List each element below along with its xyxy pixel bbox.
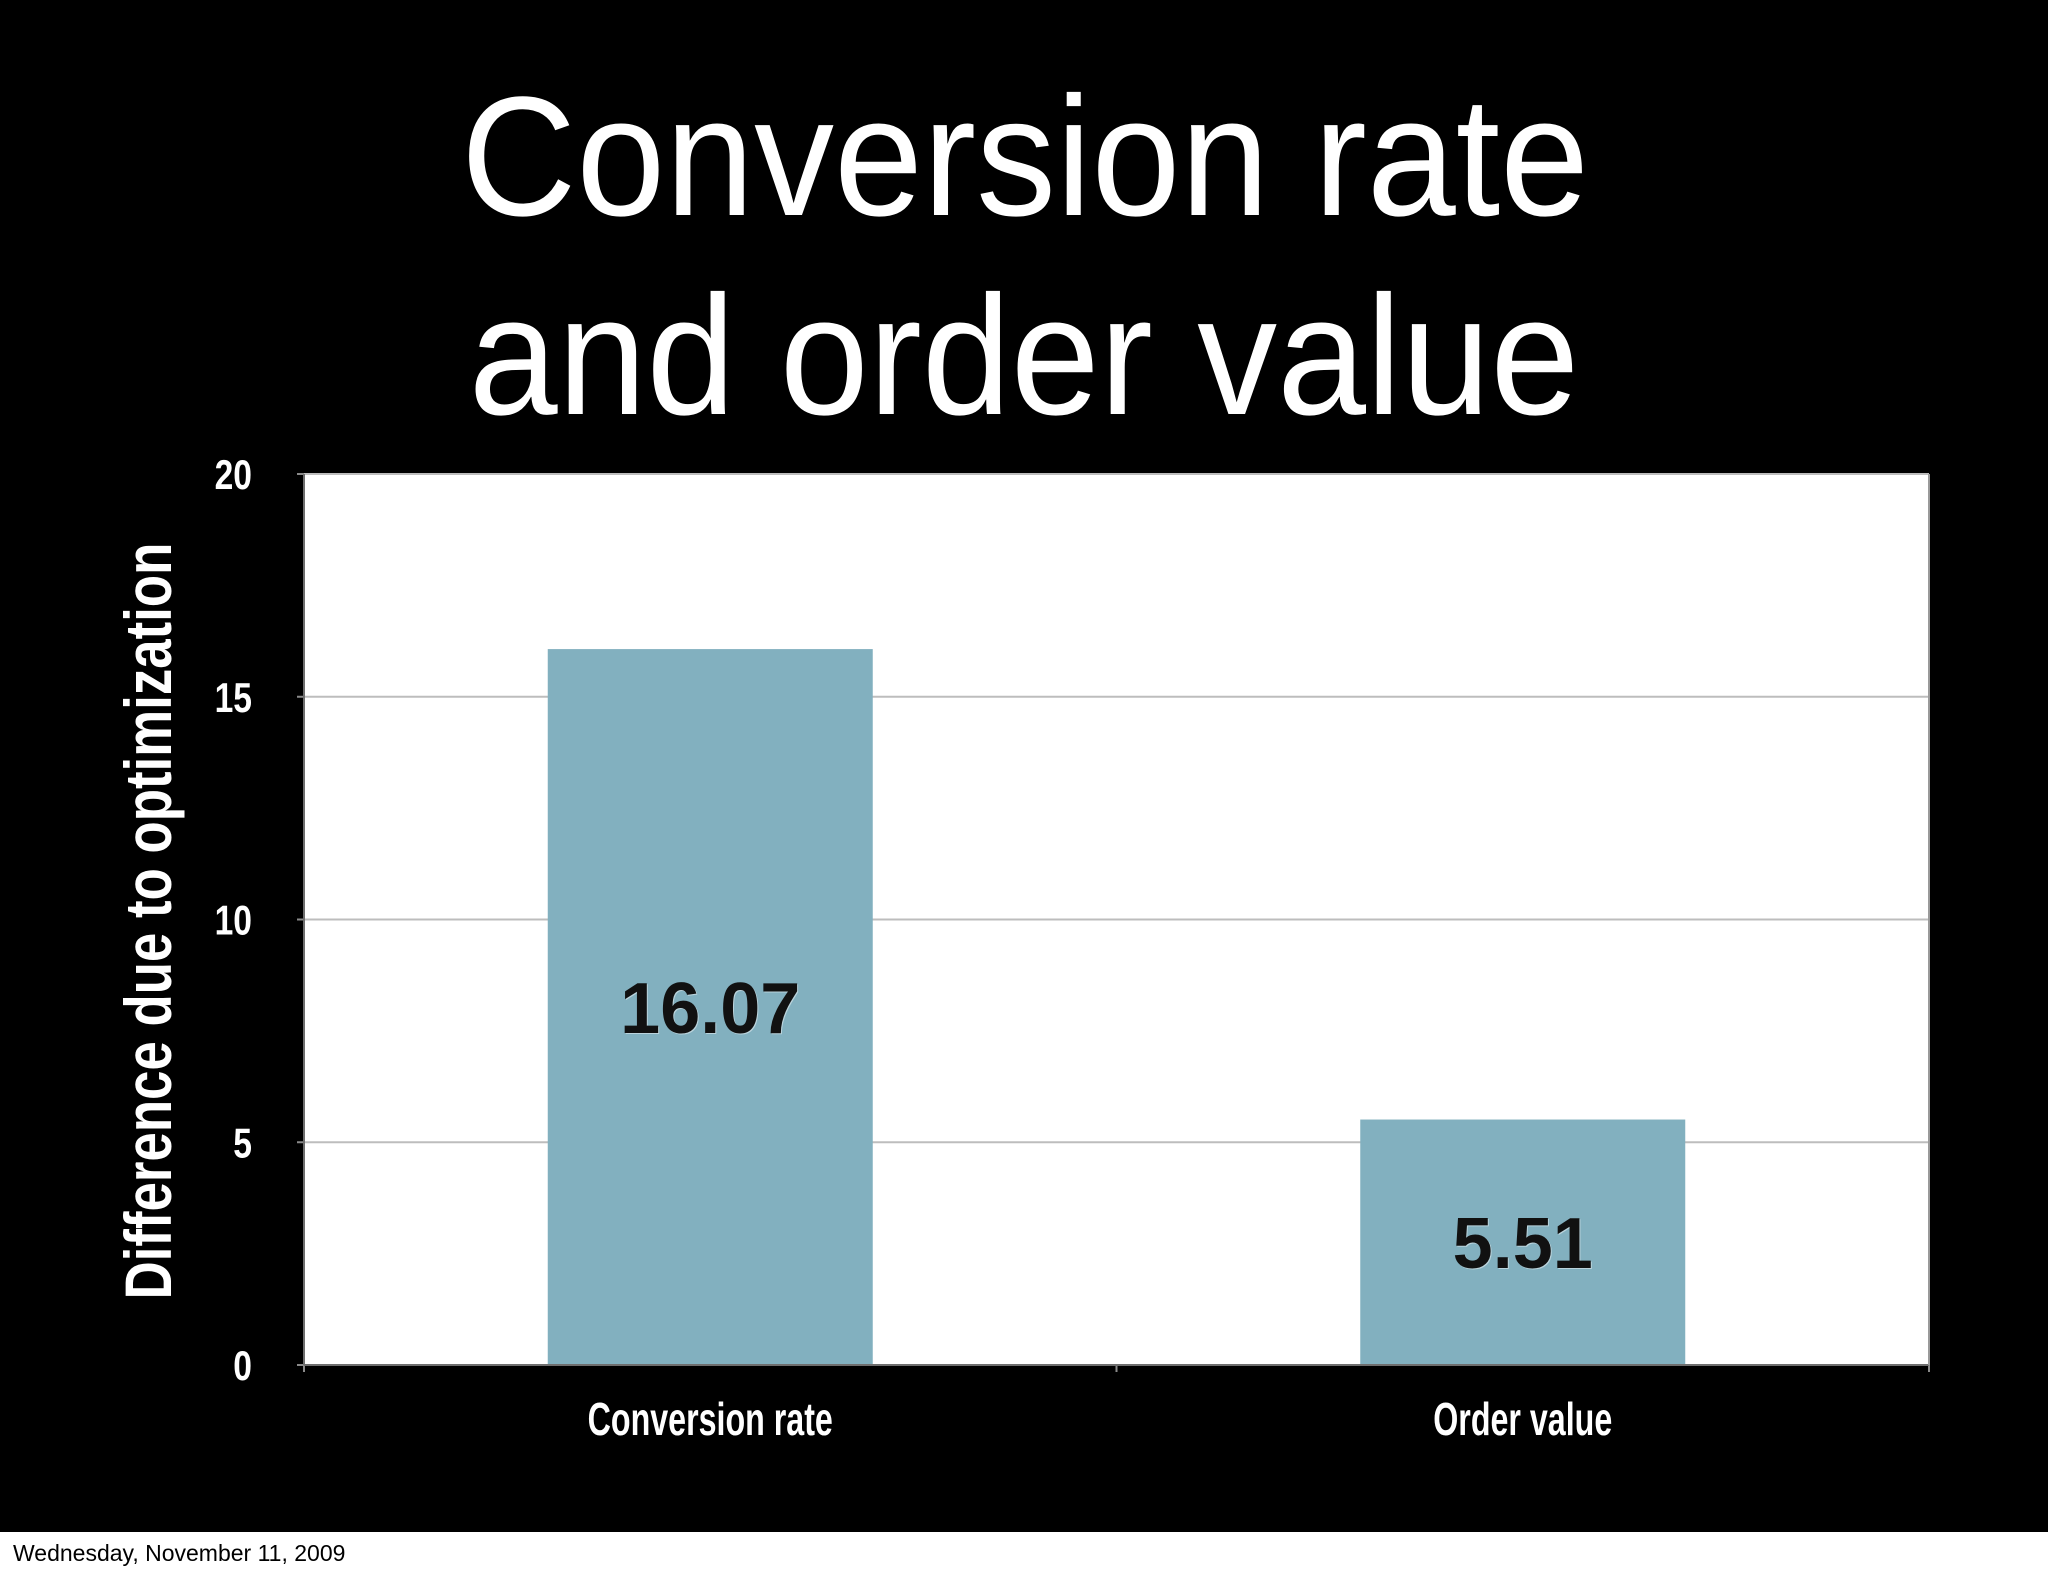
chart-title-line-1: Conversion rate bbox=[461, 62, 1589, 252]
bar-value-label: 5.51 bbox=[1453, 1204, 1593, 1284]
y-tick-label: 10 bbox=[215, 897, 252, 944]
bar-order-value bbox=[1360, 1119, 1686, 1365]
x-category-label: Order value bbox=[1433, 1393, 1612, 1445]
footer-date: Wednesday, November 11, 2009 bbox=[13, 1540, 345, 1566]
y-tick-label: 0 bbox=[233, 1342, 252, 1389]
y-tick-label: 20 bbox=[215, 451, 252, 498]
x-category-label: Conversion rate bbox=[588, 1393, 833, 1445]
axes bbox=[297, 473, 1930, 1372]
y-tick-label: 5 bbox=[233, 1119, 252, 1166]
chart-title-line-2: and order value bbox=[469, 261, 1580, 451]
axis-labels: 0 5 10 15 20 Conversion rate Order value bbox=[215, 451, 1613, 1445]
y-tick-label: 15 bbox=[215, 674, 252, 721]
bars: 16.07 5.51 bbox=[547, 649, 1686, 1365]
y-axis-label: Difference due to optimization bbox=[111, 543, 185, 1300]
bar-conversion-rate bbox=[547, 649, 873, 1365]
bar-chart: 16.07 5.51 0 5 10 15 20 Conversion rate Order v… bbox=[111, 451, 1930, 1445]
bar-value-label: 16.07 bbox=[620, 969, 800, 1049]
footer-strip bbox=[0, 1532, 2048, 1576]
